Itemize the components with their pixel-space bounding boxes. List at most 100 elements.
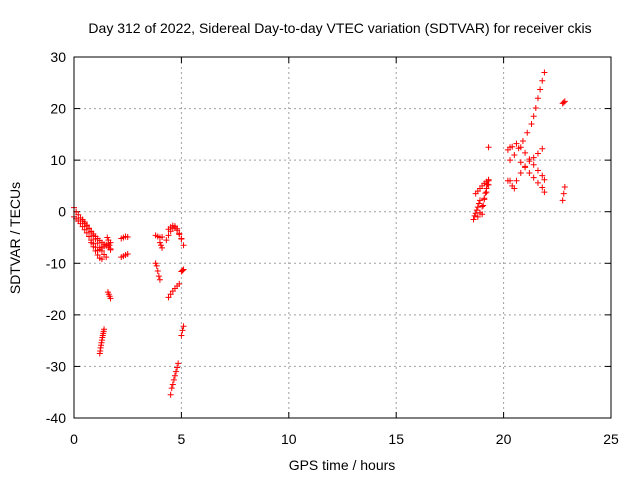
data-point: [167, 291, 174, 298]
data-point: [170, 376, 177, 383]
data-point: [517, 170, 524, 177]
y-tick-label: 10: [50, 152, 66, 168]
data-point: [482, 190, 489, 197]
data-point: [83, 229, 90, 236]
series-short-1: [104, 234, 114, 253]
data-point: [513, 177, 520, 184]
data-point: [539, 172, 546, 179]
data-point: [479, 203, 486, 210]
data-point: [169, 381, 176, 388]
data-point: [485, 144, 492, 151]
data-point: [470, 216, 477, 223]
series-short-8: [156, 239, 166, 251]
data-point: [517, 159, 524, 166]
data-point: [178, 332, 185, 339]
data-point: [86, 225, 93, 232]
data-point: [511, 185, 518, 192]
data-point: [124, 251, 131, 258]
data-point: [541, 189, 548, 196]
data-point: [75, 211, 82, 218]
series-late-1: [470, 197, 483, 223]
data-point: [483, 185, 490, 192]
data-point: [530, 154, 537, 161]
series-early-arc-3: [79, 216, 110, 261]
data-point: [159, 244, 166, 251]
data-point: [534, 95, 541, 102]
data-point: [107, 246, 114, 253]
data-point: [152, 260, 159, 267]
data-point: [98, 256, 105, 263]
data-point: [472, 210, 479, 217]
data-point: [511, 151, 518, 158]
data-point: [179, 267, 186, 274]
data-point: [530, 174, 537, 181]
data-point: [165, 294, 172, 301]
data-point: [179, 327, 186, 334]
data-point: [104, 234, 111, 241]
series-rise-2: [513, 145, 546, 184]
series-descent-2: [167, 360, 182, 398]
data-point: [560, 99, 567, 106]
data-point: [180, 242, 187, 249]
data-point: [524, 129, 531, 136]
data-point: [474, 213, 481, 220]
data-point: [485, 176, 492, 183]
data-point: [157, 242, 164, 249]
series-short-5: [118, 251, 131, 261]
data-point: [507, 157, 514, 164]
data-point: [81, 226, 88, 233]
data-point: [178, 235, 185, 242]
data-point: [528, 121, 535, 128]
data-point: [539, 145, 546, 152]
data-point: [106, 242, 113, 249]
data-point: [171, 372, 178, 379]
series-fall-2: [517, 159, 548, 196]
data-point: [175, 360, 182, 367]
y-tick-label: -20: [46, 307, 66, 323]
data-point: [507, 177, 514, 184]
data-point: [475, 200, 482, 207]
data-point: [474, 204, 481, 211]
data-point: [94, 240, 101, 247]
data-point: [479, 211, 486, 218]
data-point: [153, 262, 160, 269]
data-point: [171, 224, 178, 231]
x-tick-label: 5: [178, 431, 186, 447]
data-point: [79, 223, 86, 230]
data-point: [167, 391, 174, 398]
data-point: [519, 138, 526, 145]
data-point: [471, 212, 478, 219]
data-point: [90, 243, 97, 250]
data-point: [476, 197, 483, 204]
data-point: [541, 69, 548, 76]
data-point: [561, 183, 568, 190]
grid-lines: [74, 57, 611, 418]
y-tick-label: 0: [58, 204, 66, 220]
data-point: [156, 276, 163, 283]
data-point: [94, 252, 101, 259]
data-point: [539, 77, 546, 84]
data-point: [163, 237, 170, 244]
data-point: [174, 364, 181, 371]
series-early-dip: [88, 239, 105, 263]
data-point: [530, 113, 537, 120]
y-tick-label: -30: [46, 358, 66, 374]
data-point: [105, 237, 112, 244]
data-point: [481, 195, 488, 202]
data-point: [522, 149, 529, 156]
data-point: [517, 144, 524, 151]
series-late-9: [559, 183, 568, 204]
data-point: [173, 368, 180, 375]
data-point: [176, 231, 183, 238]
y-axis-label: SDTVAR / TECUs: [7, 182, 23, 294]
series-short-9: [178, 323, 187, 339]
series-late-7: [504, 140, 520, 153]
data-point: [159, 233, 166, 240]
data-point: [541, 176, 548, 183]
data-point: [484, 181, 491, 188]
data-point: [534, 179, 541, 186]
data-point: [92, 236, 99, 243]
series-late-6: [504, 177, 518, 192]
series-short-3: [96, 326, 108, 357]
series-short-7: [152, 232, 166, 241]
